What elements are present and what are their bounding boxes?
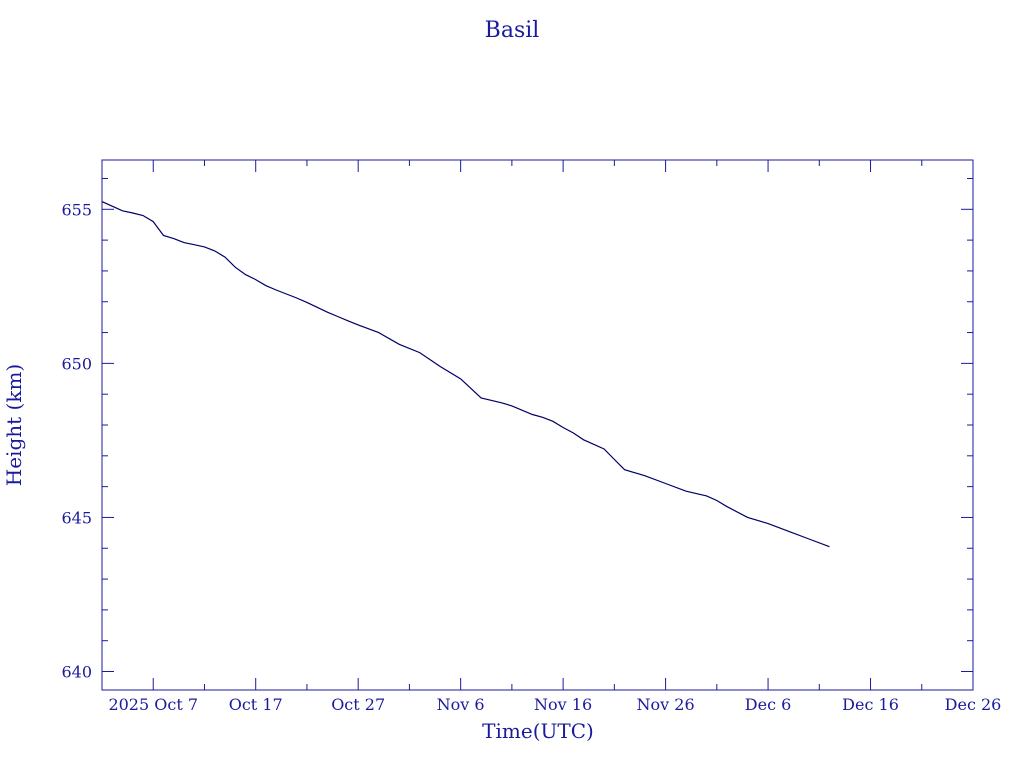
y-tick-label: 650 — [61, 354, 92, 373]
x-tick-label: Nov 26 — [637, 695, 695, 714]
x-axis-label: Time(UTC) — [482, 719, 594, 743]
x-tick-label: Dec 16 — [842, 695, 899, 714]
chart-title: Basil — [485, 18, 540, 43]
height-series-line — [101, 201, 830, 548]
y-tick-label: 645 — [61, 508, 92, 527]
x-tick-label: Nov 6 — [437, 695, 485, 714]
x-tick-label: Dec 6 — [745, 695, 792, 714]
y-axis-label: Height (km) — [2, 364, 26, 486]
x-tick-label: Oct 17 — [229, 695, 283, 714]
x-tick-label: Nov 16 — [534, 695, 592, 714]
plot-frame — [101, 159, 974, 691]
x-tick-label: Oct 27 — [331, 695, 385, 714]
tick-labels: 2025 Oct 7 Oct 17 Oct 27 Nov 6 Nov 16 Nov 26 D… — [61, 200, 1001, 714]
x-tick-label: Dec 26 — [945, 695, 1002, 714]
y-tick-label: 640 — [61, 663, 92, 682]
y-tick-label: 655 — [61, 200, 92, 219]
x-tick-label: 2025 Oct 7 — [108, 695, 198, 714]
axis-ticks — [102, 160, 974, 690]
